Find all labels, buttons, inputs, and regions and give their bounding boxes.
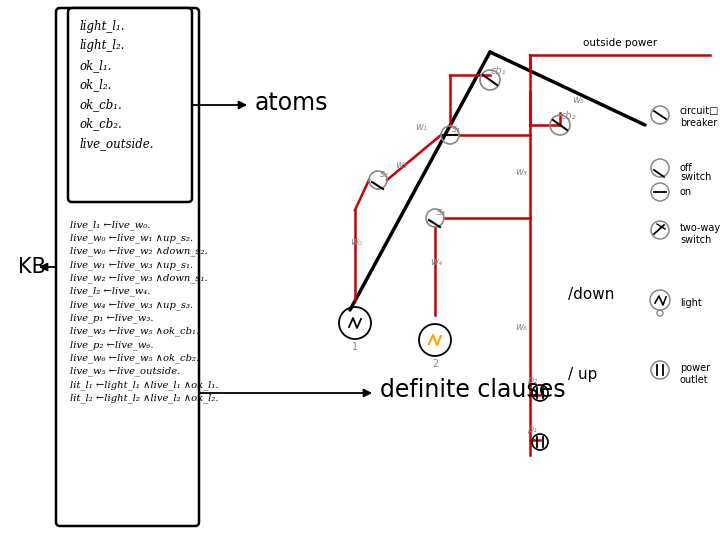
Text: s₁: s₁ [452, 124, 461, 134]
Text: two-way
switch: two-way switch [680, 223, 720, 245]
Text: power
outlet: power outlet [680, 363, 710, 385]
Text: w₄: w₄ [430, 257, 442, 267]
FancyBboxPatch shape [68, 8, 192, 202]
Text: outside power: outside power [583, 38, 657, 48]
Text: live_l₁ ←live_w₀.
live_w₀ ←live_w₁ ∧up_s₂.
live_w₀ ←live_w₂ ∧down_s₂.
live_w₁ ←l: live_l₁ ←live_w₀. live_w₀ ←live_w₁ ∧up_s… [70, 220, 218, 403]
Text: 2: 2 [432, 359, 438, 369]
Text: / up: / up [568, 368, 598, 382]
Text: cb₂: cb₂ [561, 111, 577, 121]
Text: KB: KB [18, 257, 46, 277]
Text: on: on [680, 187, 692, 197]
Text: atoms: atoms [255, 91, 328, 115]
Text: cb₁: cb₁ [491, 66, 506, 76]
Text: w₅: w₅ [572, 95, 584, 105]
Text: light_l₁.
light_l₂.
ok_l₁.
ok_l₂.
ok_cb₁.
ok_cb₂.
live_outside.: light_l₁. light_l₂. ok_l₁. ok_l₂. ok_cb₁… [80, 20, 155, 150]
Text: light: light [680, 298, 702, 308]
Text: w₁: w₁ [415, 122, 427, 132]
Text: w₀: w₀ [350, 237, 362, 247]
Text: w₃: w₃ [515, 167, 527, 177]
Text: w₆: w₆ [515, 322, 527, 332]
Text: /down: /down [568, 287, 614, 302]
Text: switch: switch [680, 172, 711, 182]
Text: definite clauses: definite clauses [380, 378, 566, 402]
Text: circuit□
breaker: circuit□ breaker [680, 106, 719, 128]
Text: p₁: p₁ [527, 424, 537, 434]
Text: off: off [680, 163, 693, 173]
Text: 1: 1 [352, 342, 358, 352]
Text: w₂: w₂ [395, 160, 407, 170]
Text: s₃: s₃ [437, 207, 446, 217]
Text: s₂: s₂ [380, 169, 389, 179]
Text: p₂: p₂ [527, 375, 537, 385]
